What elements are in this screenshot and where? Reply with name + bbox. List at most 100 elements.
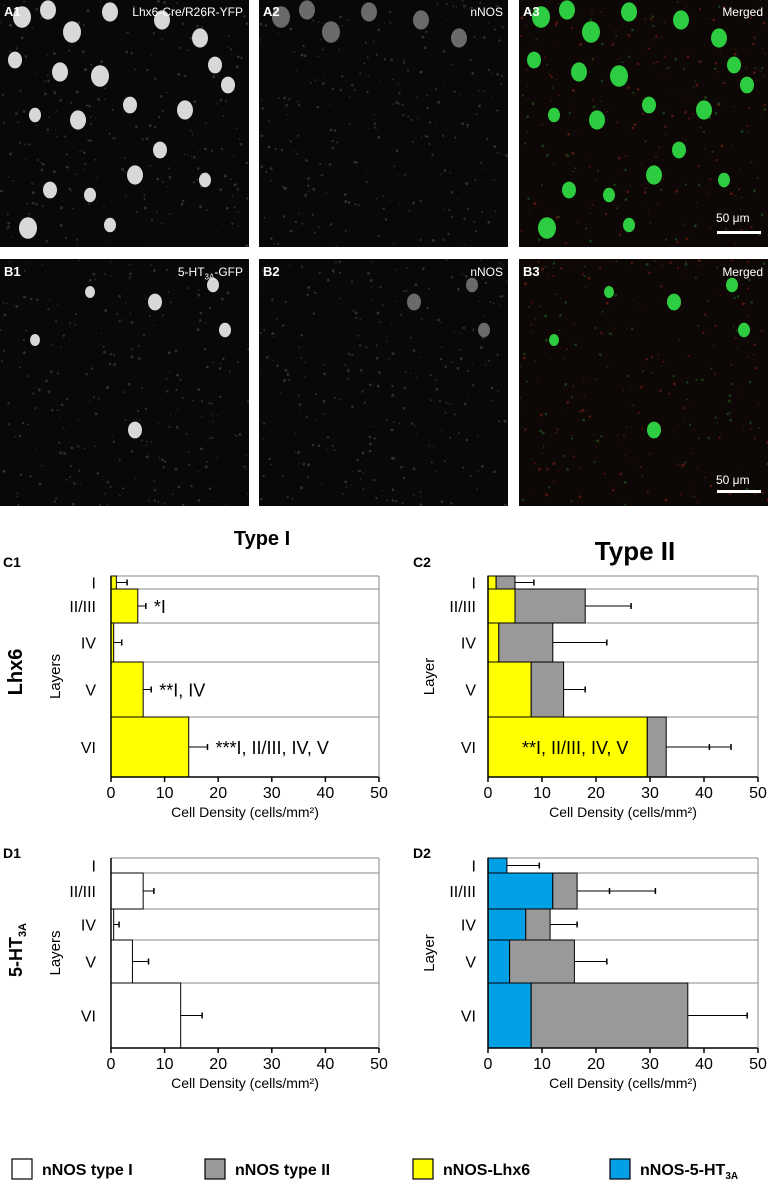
noise-dot <box>535 38 538 41</box>
noise-dot <box>529 209 531 211</box>
noise-dot <box>663 73 665 76</box>
noise-dot <box>227 46 229 48</box>
noise-dot <box>56 451 58 453</box>
cell-body <box>711 28 727 48</box>
noise-dot <box>524 428 527 431</box>
noise-dot <box>553 480 555 483</box>
noise-dot <box>406 69 410 72</box>
noise-dot <box>103 98 106 100</box>
noise-dot <box>484 363 487 366</box>
noise-dot <box>365 346 368 349</box>
noise-dot <box>66 397 69 401</box>
noise-dot <box>127 278 129 280</box>
noise-dot <box>59 451 63 455</box>
noise-dot <box>445 401 448 404</box>
noise-dot <box>452 5 454 7</box>
micrograph-background <box>0 0 249 247</box>
noise-dot <box>645 263 649 266</box>
noise-dot <box>323 372 326 376</box>
noise-dot <box>697 437 700 440</box>
noise-dot <box>530 458 533 460</box>
noise-dot <box>212 361 214 364</box>
noise-dot <box>450 215 454 219</box>
noise-dot <box>449 436 452 439</box>
noise-dot <box>529 8 533 12</box>
noise-dot <box>523 407 525 409</box>
noise-dot <box>289 229 293 233</box>
noise-dot <box>123 157 126 159</box>
noise-dot <box>366 459 369 462</box>
noise-dot <box>499 304 501 306</box>
noise-dot <box>501 26 504 29</box>
noise-dot <box>421 267 425 270</box>
noise-dot <box>441 134 444 137</box>
noise-dot <box>19 89 22 92</box>
noise-dot <box>217 229 219 231</box>
noise-dot <box>210 500 212 503</box>
noise-dot <box>110 261 112 263</box>
noise-dot <box>707 185 709 187</box>
noise-dot <box>483 36 486 39</box>
noise-dot <box>326 436 330 439</box>
noise-dot <box>553 162 555 165</box>
noise-dot <box>757 426 760 429</box>
noise-dot <box>567 132 571 136</box>
noise-dot <box>626 328 628 330</box>
cell-body <box>148 293 162 311</box>
layer-tick-label: I <box>92 859 96 876</box>
noise-dot <box>322 364 325 366</box>
noise-dot <box>270 463 272 466</box>
noise-dot <box>546 63 549 66</box>
noise-dot <box>760 329 763 332</box>
noise-dot <box>313 231 316 234</box>
noise-dot <box>560 297 562 299</box>
noise-dot <box>274 147 277 151</box>
noise-dot <box>65 153 68 156</box>
noise-dot <box>529 264 532 266</box>
noise-dot <box>130 321 134 324</box>
noise-dot <box>339 15 341 17</box>
noise-dot <box>442 238 445 241</box>
noise-dot <box>125 32 127 34</box>
noise-dot <box>443 460 446 463</box>
noise-dot <box>130 52 133 55</box>
noise-dot <box>102 345 105 348</box>
noise-dot <box>289 27 293 31</box>
noise-dot <box>412 140 414 143</box>
noise-dot <box>162 180 164 183</box>
noise-dot <box>482 167 484 169</box>
noise-dot <box>519 396 522 399</box>
noise-dot <box>157 115 161 119</box>
noise-dot <box>223 174 227 178</box>
noise-dot <box>390 456 394 460</box>
bar <box>110 939 133 984</box>
noise-dot <box>580 128 583 131</box>
noise-dot <box>729 418 733 422</box>
y-axis-label: Layer <box>421 658 438 696</box>
noise-dot <box>235 435 238 437</box>
noise-dot <box>397 83 400 85</box>
noise-dot <box>749 16 753 19</box>
noise-dot <box>40 464 43 467</box>
noise-dot <box>52 52 56 55</box>
noise-dot <box>398 202 400 204</box>
noise-dot <box>261 107 264 110</box>
column-title-type-i: Type I <box>234 528 290 550</box>
noise-dot <box>259 39 261 41</box>
noise-dot <box>675 189 679 193</box>
noise-dot <box>496 353 499 356</box>
noise-dot <box>325 192 328 195</box>
noise-dot <box>714 62 718 65</box>
noise-dot <box>79 482 81 484</box>
noise-dot <box>663 21 666 24</box>
noise-dot <box>607 366 609 368</box>
noise-dot <box>284 368 288 372</box>
noise-dot <box>389 10 392 14</box>
noise-dot <box>40 161 41 163</box>
noise-dot <box>539 429 543 433</box>
noise-dot <box>344 200 348 203</box>
noise-dot <box>747 356 749 358</box>
noise-dot <box>181 396 184 399</box>
noise-dot <box>322 483 324 485</box>
noise-dot <box>259 284 260 286</box>
